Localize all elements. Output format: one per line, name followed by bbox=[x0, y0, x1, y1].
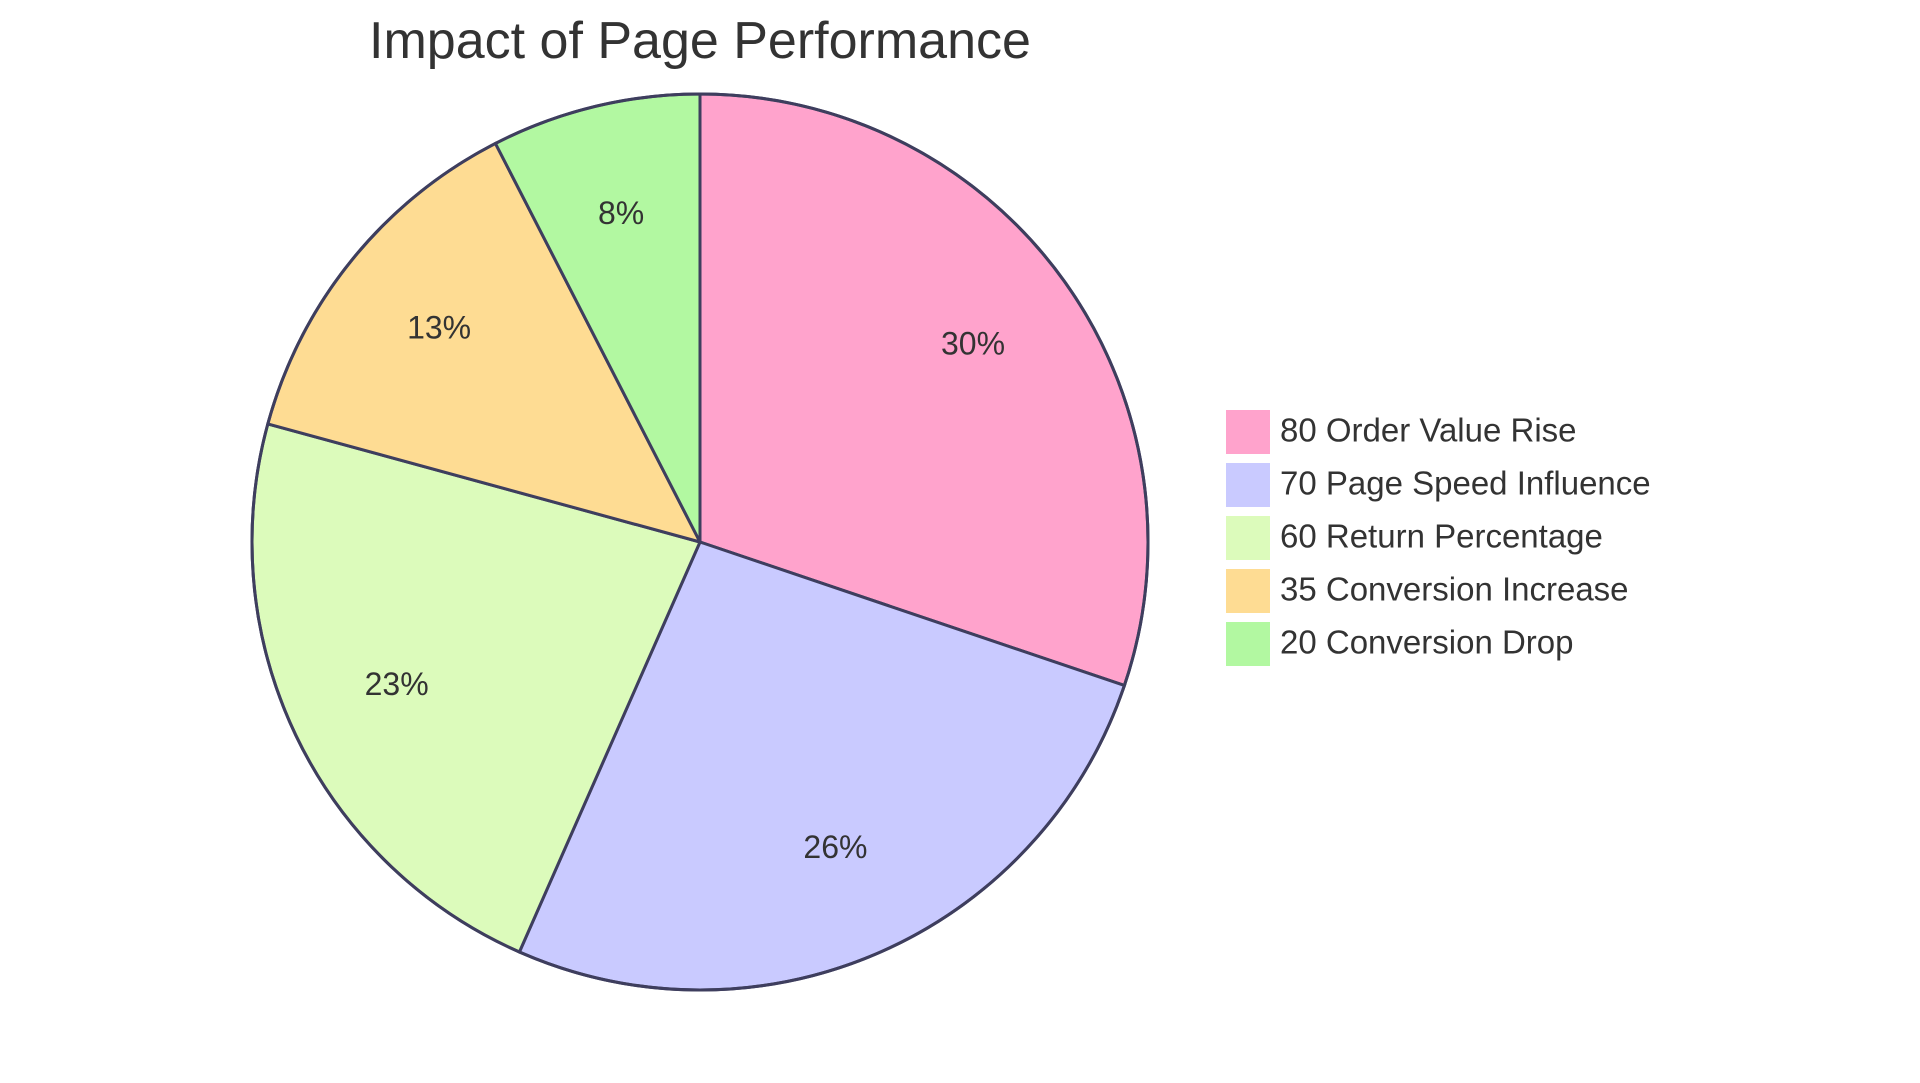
slice-percent-label: 8% bbox=[598, 195, 644, 231]
legend-swatch-35-conversion-increase bbox=[1226, 569, 1270, 613]
legend-label-35-conversion-increase: 35 Conversion Increase bbox=[1280, 571, 1629, 608]
slice-labels: 30% 26% 23% 13% 8% bbox=[365, 195, 1005, 865]
slice-percent-label: 13% bbox=[407, 310, 471, 346]
slice-percent-label: 26% bbox=[803, 829, 867, 865]
legend-swatch-80-order-value-rise bbox=[1226, 410, 1270, 454]
legend: 80 Order Value Rise 70 Page Speed Influen… bbox=[1226, 410, 1651, 666]
slice-percent-label: 30% bbox=[941, 326, 1005, 362]
legend-label-80-order-value-rise: 80 Order Value Rise bbox=[1280, 412, 1577, 449]
legend-label-20-conversion-drop: 20 Conversion Drop bbox=[1280, 624, 1574, 661]
legend-label-70-page-speed-influence: 70 Page Speed Influence bbox=[1280, 465, 1651, 502]
legend-label-60-return-percentage: 60 Return Percentage bbox=[1280, 518, 1603, 555]
pie-slices bbox=[250, 92, 1150, 992]
chart-title: Impact of Page Performance bbox=[369, 12, 1031, 70]
slice-percent-label: 23% bbox=[365, 666, 429, 702]
pie-outline bbox=[250, 92, 1150, 992]
legend-swatch-20-conversion-drop bbox=[1226, 622, 1270, 666]
legend-swatch-60-return-percentage bbox=[1226, 516, 1270, 560]
legend-swatch-70-page-speed-influence bbox=[1226, 463, 1270, 507]
